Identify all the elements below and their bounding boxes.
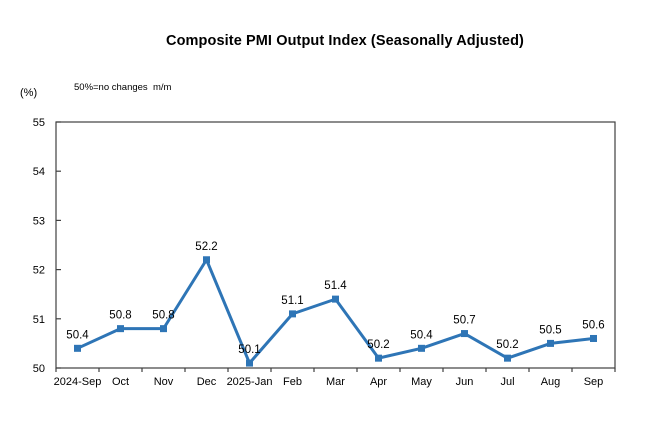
- plot-border: [55, 121, 616, 369]
- data-point-marker: [289, 310, 296, 318]
- x-axis-tick-label: Aug: [541, 376, 561, 388]
- data-point-label: 50.5: [539, 324, 561, 336]
- data-point-label: 50.2: [367, 339, 389, 351]
- data-point-marker: [332, 295, 339, 303]
- x-axis-tick-label: Sep: [584, 376, 604, 388]
- data-point-label: 52.2: [195, 241, 217, 253]
- data-point-label: 50.8: [109, 310, 131, 322]
- data-point-label: 50.7: [453, 315, 475, 327]
- data-point-marker: [203, 256, 210, 264]
- data-point-marker: [160, 325, 167, 333]
- data-point-marker: [246, 359, 253, 367]
- y-axis-tick-label: 52: [33, 265, 45, 277]
- y-axis-tick-label: 51: [33, 314, 45, 326]
- annotation-note: 50%=no changes m/m: [74, 82, 172, 93]
- data-point-marker: [375, 354, 382, 362]
- y-axis-tick-label: 54: [33, 166, 45, 178]
- x-axis-tick-label: 2024-Sep: [54, 376, 102, 388]
- data-point-marker: [418, 344, 425, 352]
- y-axis-tick-label: 50: [33, 363, 45, 375]
- y-axis-tick-label: 53: [33, 215, 45, 227]
- x-axis-tick-label: Oct: [112, 376, 129, 388]
- data-point-label: 51.1: [281, 295, 303, 307]
- x-axis-tick-label: Jul: [500, 376, 514, 388]
- x-axis-tick-label: Jun: [456, 376, 474, 388]
- x-axis-tick-label: Nov: [154, 376, 174, 388]
- x-axis-tick-label: May: [411, 376, 432, 388]
- chart-title: Composite PMI Output Index (Seasonally A…: [166, 33, 524, 49]
- y-axis-tick-label: 55: [33, 117, 45, 129]
- data-point-label: 50.8: [152, 310, 174, 322]
- data-point-label: 50.2: [496, 339, 518, 351]
- data-point-label: 50.6: [582, 319, 604, 331]
- x-axis-tick-label: Dec: [197, 376, 217, 388]
- x-axis-tick-label: Feb: [283, 376, 302, 388]
- data-point-marker: [461, 330, 468, 338]
- x-axis-tick-label: Mar: [326, 376, 345, 388]
- data-point-marker: [117, 325, 124, 333]
- data-point-marker: [547, 339, 554, 347]
- data-point-label: 50.1: [238, 344, 260, 356]
- data-point-marker: [590, 334, 597, 342]
- data-point-label: 50.4: [410, 329, 433, 341]
- y-axis-unit-label: (%): [20, 87, 38, 99]
- x-axis-tick-label: 2025-Jan: [227, 376, 273, 388]
- data-point-label: 50.4: [66, 329, 89, 341]
- x-axis-tick-label: Apr: [370, 376, 387, 388]
- data-point-label: 51.4: [324, 280, 347, 292]
- data-point-marker: [504, 354, 511, 362]
- data-point-marker: [74, 344, 81, 352]
